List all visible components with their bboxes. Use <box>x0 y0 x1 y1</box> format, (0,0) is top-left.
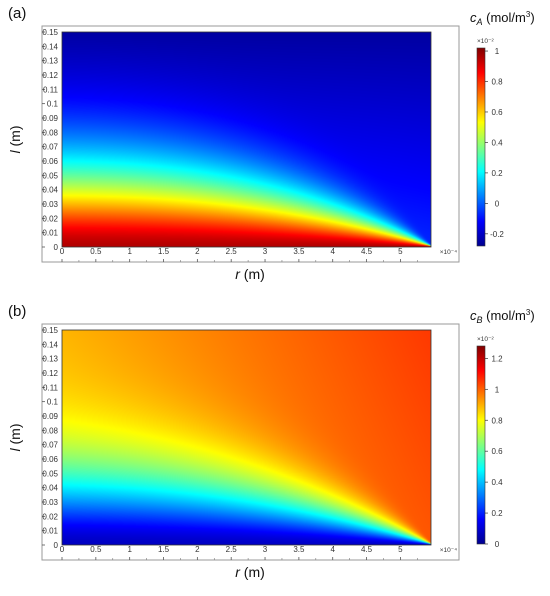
y-tick-label: 0.08 <box>42 426 58 435</box>
colorbar-tick-label: 0.8 <box>491 416 503 425</box>
y-tick-label: 0.07 <box>42 143 58 152</box>
axes-frame <box>41 323 460 561</box>
panel-a: (a) 0 0.5 1 1.5 2 2.5 3 3.5 4 4.5 5 ×10⁻⁴ 0 0.01 0.02 0.… <box>7 5 535 282</box>
y-tick-label: 0.11 <box>43 383 59 392</box>
x-tick-label: 0.5 <box>90 247 102 256</box>
colorbar-tick-label: 1 <box>495 47 500 56</box>
x-tick-label: 1.5 <box>158 545 170 554</box>
y-tick-label: 0.1 <box>47 398 59 407</box>
x-tick-label: 3.5 <box>293 545 305 554</box>
y-tick-label: 0.08 <box>42 128 58 137</box>
y-tick-label: 0 <box>54 243 59 252</box>
x-tick-label: 0 <box>60 247 65 256</box>
x-tick-label: 5 <box>398 247 403 256</box>
y-tick-label: 0.01 <box>42 229 58 238</box>
y-tick-label: 0.01 <box>42 527 58 536</box>
panel-b: (b) 0 0.5 1 1.5 2 2.5 3 3.5 4 4.5 5 ×10⁻⁴ 0 0.01 0.02 0.… <box>0 298 550 596</box>
colorbar-tick-label: 0 <box>495 199 500 208</box>
colorbar-tick-label: 0.2 <box>491 509 503 518</box>
x-tick-label: 0.5 <box>90 545 102 554</box>
colorbar-tick-label: -0.2 <box>490 230 504 239</box>
colorbar-tick-label: 1 <box>495 385 500 394</box>
colorbar-tick-label: 0.4 <box>491 478 503 487</box>
x-exponent: ×10⁻⁴ <box>440 249 457 256</box>
y-tick-label: 0.09 <box>42 114 58 123</box>
x-tick-label: 0 <box>60 545 65 554</box>
panel-b-svg: (b)0 0.5 1 1.5 2 2.5 3 3.5 4 4.5 5 ×10⁻⁴00.010.020.… <box>7 303 535 580</box>
y-tick-label: 0.15 <box>42 326 58 335</box>
x-tick-label: 4.5 <box>361 247 373 256</box>
colorbar-tick-label: 0.4 <box>491 138 503 147</box>
x-tick-label: 2 <box>195 545 200 554</box>
y-tick-label: 0.02 <box>42 512 58 521</box>
y-tick-label: 0.15 <box>42 28 58 37</box>
x-tick-label: 2.5 <box>226 247 238 256</box>
y-tick-label: 0.04 <box>42 186 58 195</box>
x-axis-title: r (m) <box>235 266 265 282</box>
x-axis-title: r (m) <box>235 564 265 580</box>
panel-label: (a) <box>8 5 26 22</box>
x-tick-label: 1.5 <box>158 247 170 256</box>
colorbar-tick-label: 0 <box>495 540 500 549</box>
y-tick-label: 0.03 <box>42 498 58 507</box>
y-tick-label: 0.13 <box>42 57 58 66</box>
y-tick-label: 0.12 <box>42 71 58 80</box>
y-tick-label: 0.05 <box>42 469 58 478</box>
y-tick-label: 0.13 <box>42 355 58 364</box>
x-tick-label: 3 <box>263 545 268 554</box>
y-tick-label: 0.06 <box>42 455 58 464</box>
colorbar-title: cB (mol/m3) <box>470 308 535 325</box>
colorbar <box>476 345 486 545</box>
y-tick-label: 0.06 <box>42 157 58 166</box>
colorbar-tick-label: 0.6 <box>491 108 503 117</box>
y-tick-label: 0.09 <box>42 412 58 421</box>
colorbar-tick-label: 1.2 <box>491 354 503 363</box>
x-tick-label: 2 <box>195 247 200 256</box>
y-tick-label: 0.05 <box>42 171 58 180</box>
heatmap-field <box>62 32 431 247</box>
x-tick-label: 4 <box>330 247 335 256</box>
y-tick-label: 0.07 <box>42 441 58 450</box>
colorbar-exponent: ×10⁻² <box>477 336 494 343</box>
y-tick-label: 0.14 <box>42 42 58 51</box>
axes-frame <box>41 25 460 263</box>
y-tick-label: 0 <box>54 541 59 550</box>
y-axis-title: l (m) <box>7 423 23 451</box>
colorbar-tick-label: 0.8 <box>491 78 503 87</box>
heatmap-field <box>62 330 431 545</box>
x-tick-label: 3.5 <box>293 247 305 256</box>
colorbar-tick-label: 0.6 <box>491 447 503 456</box>
y-tick-label: 0.04 <box>42 484 58 493</box>
colorbar-tick-label: 0.2 <box>491 169 503 178</box>
x-tick-label: 2.5 <box>226 545 238 554</box>
y-tick-label: 0.02 <box>42 214 58 223</box>
colorbar-title: cA (mol/m3) <box>470 10 535 27</box>
x-tick-label: 5 <box>398 545 403 554</box>
panel-a-svg: (a)0 0.5 1 1.5 2 2.5 3 3.5 4 4.5 5 ×10⁻⁴00.010.020.… <box>7 5 535 282</box>
y-tick-label: 0.03 <box>42 200 58 209</box>
y-tick-label: 0.1 <box>47 100 59 109</box>
y-tick-label: 0.14 <box>42 340 58 349</box>
x-tick-label: 3 <box>263 247 268 256</box>
heatmap-border <box>61 31 432 248</box>
x-tick-label: 4.5 <box>361 545 373 554</box>
x-tick-label: 1 <box>127 545 132 554</box>
x-tick-label: 4 <box>330 545 335 554</box>
y-tick-label: 0.12 <box>42 369 58 378</box>
y-axis-title: l (m) <box>7 125 23 153</box>
x-exponent: ×10⁻⁴ <box>440 547 457 554</box>
y-tick-label: 0.11 <box>43 85 59 94</box>
colorbar <box>476 47 486 247</box>
x-tick-label: 1 <box>127 247 132 256</box>
colorbar-exponent: ×10⁻² <box>477 38 494 45</box>
panel-label: (b) <box>8 303 26 320</box>
heatmap-border <box>61 329 432 546</box>
